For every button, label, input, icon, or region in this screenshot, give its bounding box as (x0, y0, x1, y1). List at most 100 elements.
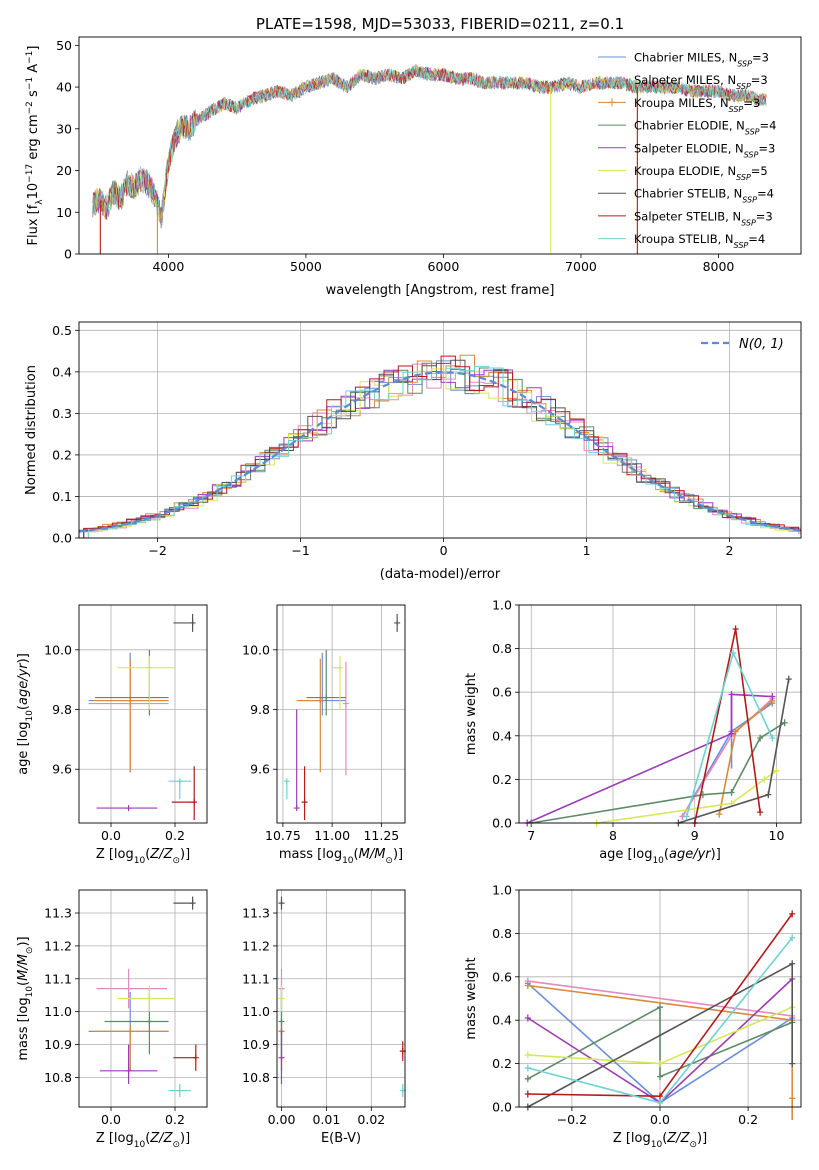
x-tick-label: 0.01 (312, 1112, 340, 1127)
x-tick-label: 11.00 (314, 828, 350, 843)
x-tick-label: −0.2 (557, 1112, 587, 1127)
x-tick-label: 5000 (290, 259, 322, 274)
data-point (732, 625, 739, 633)
y-tick-label: 20 (56, 163, 72, 178)
data-point (524, 1090, 531, 1098)
data-point (189, 619, 196, 626)
y-tick-label: 10 (56, 205, 72, 220)
y-tick-label: 11.3 (242, 906, 270, 921)
data-point (732, 727, 739, 735)
y-tick-label: 0.0 (52, 531, 72, 546)
data-point (283, 778, 290, 785)
data-point (189, 900, 196, 907)
y-tick-label: 11.1 (242, 971, 270, 986)
legend-label: Salpeter MILES, NSSP=3 (634, 73, 768, 91)
y-tick-label: 11.3 (44, 906, 72, 921)
x-tick-label: 8 (609, 828, 617, 843)
y-tick-label: 11.0 (44, 1004, 72, 1019)
data-point (278, 995, 285, 1002)
x-tick-label: 0.00 (268, 1112, 296, 1127)
data-point (127, 697, 134, 704)
y-tick-label: 10.9 (242, 1037, 270, 1052)
data-point (773, 767, 780, 775)
y-axis-label: Normed distribution (24, 365, 39, 495)
x-tick-label: 0.0 (101, 828, 121, 843)
plot-layer: 4000 5000 6000 7000 800001020304050wavelengt… (16, 36, 802, 1150)
y-tick-label: 40 (56, 80, 72, 95)
y-tick-label: 11.2 (242, 938, 270, 953)
data-point (394, 619, 401, 626)
legend-label: Salpeter STELIB, NSSP=3 (634, 209, 773, 227)
data-point (342, 700, 349, 707)
x-tick-label: 0.0 (101, 1112, 121, 1127)
axes-frame (78, 604, 208, 824)
y-tick-label: 0.0 (492, 816, 512, 831)
data-point (524, 1064, 531, 1072)
data-point (524, 1014, 531, 1022)
x-axis-label: Z [log10(Z/Z⊙)] (96, 847, 190, 866)
data-point (293, 805, 300, 812)
data-point (127, 1028, 134, 1035)
y-tick-label: 0.2 (52, 447, 72, 462)
x-axis-label: Z [log10(Z/Z⊙)] (96, 1131, 190, 1150)
x-tick-label: 8000 (703, 259, 735, 274)
y-tick-label: 9.8 (250, 702, 270, 717)
data-point (278, 1054, 285, 1061)
x-tick-label: 0.2 (738, 1112, 758, 1127)
x-tick-label: 4000 (152, 259, 184, 274)
legend-label: Kroupa ELODIE, NSSP=5 (634, 164, 768, 182)
y-tick-label: 0.4 (52, 364, 72, 379)
histogram-step (78, 362, 801, 538)
data-point (125, 985, 132, 992)
y-tick-label: 0.2 (492, 772, 512, 787)
y-tick-label: 0.4 (492, 728, 512, 743)
data-point (789, 960, 796, 968)
y-tick-label: 11.2 (44, 938, 72, 953)
legend-label: Salpeter ELODIE, NSSP=3 (634, 141, 775, 159)
data-point (524, 1075, 531, 1083)
spectrum-line (92, 64, 767, 224)
series-line (527, 1005, 793, 1080)
axes-frame (78, 36, 802, 255)
data-point (191, 799, 198, 806)
data-point (683, 812, 690, 820)
histogram-step (87, 365, 801, 538)
series-line (718, 700, 773, 815)
histogram-step (78, 360, 801, 538)
data-point (146, 664, 153, 671)
y-tick-label: 9.6 (52, 762, 72, 777)
y-axis-label: mass weight (464, 957, 479, 1039)
data-point (657, 1092, 663, 1100)
x-tick-label: 7 (527, 828, 535, 843)
spectrum-line (92, 65, 767, 228)
data-point (192, 1054, 199, 1061)
y-axis-label: mass weight (464, 673, 479, 755)
data-point (769, 693, 776, 701)
x-tick-label: 0.0 (650, 1112, 670, 1127)
data-point (657, 1060, 663, 1068)
data-point (757, 808, 764, 816)
data-point (781, 719, 788, 727)
y-tick-label: 9.8 (52, 702, 72, 717)
axes-frame (78, 889, 208, 1108)
x-tick-label: 9 (691, 828, 699, 843)
legend-label: N(0, 1) (739, 337, 784, 352)
y-tick-label: 0.8 (492, 926, 512, 941)
data-point (730, 649, 737, 657)
x-axis-label: wavelength [Angstrom, rest frame] (326, 283, 555, 298)
axes-frame (276, 604, 406, 824)
y-tick-label: 0.3 (52, 406, 72, 421)
x-tick-label: 11.25 (363, 828, 399, 843)
histogram-step (87, 368, 801, 538)
data-point (785, 675, 792, 683)
y-tick-label: 0 (64, 247, 72, 262)
axes-frame (276, 889, 406, 1108)
x-axis-label: age [log10(age/yr)] (599, 847, 721, 866)
y-tick-label: 11.1 (44, 971, 72, 986)
y-tick-label: 0.6 (492, 685, 512, 700)
data-point (728, 788, 735, 796)
y-tick-label: 50 (56, 38, 72, 53)
y-tick-label: 10.8 (242, 1070, 270, 1085)
x-tick-label: 7000 (565, 259, 597, 274)
y-axis-label: age [log10(age/yr)] (16, 653, 35, 775)
